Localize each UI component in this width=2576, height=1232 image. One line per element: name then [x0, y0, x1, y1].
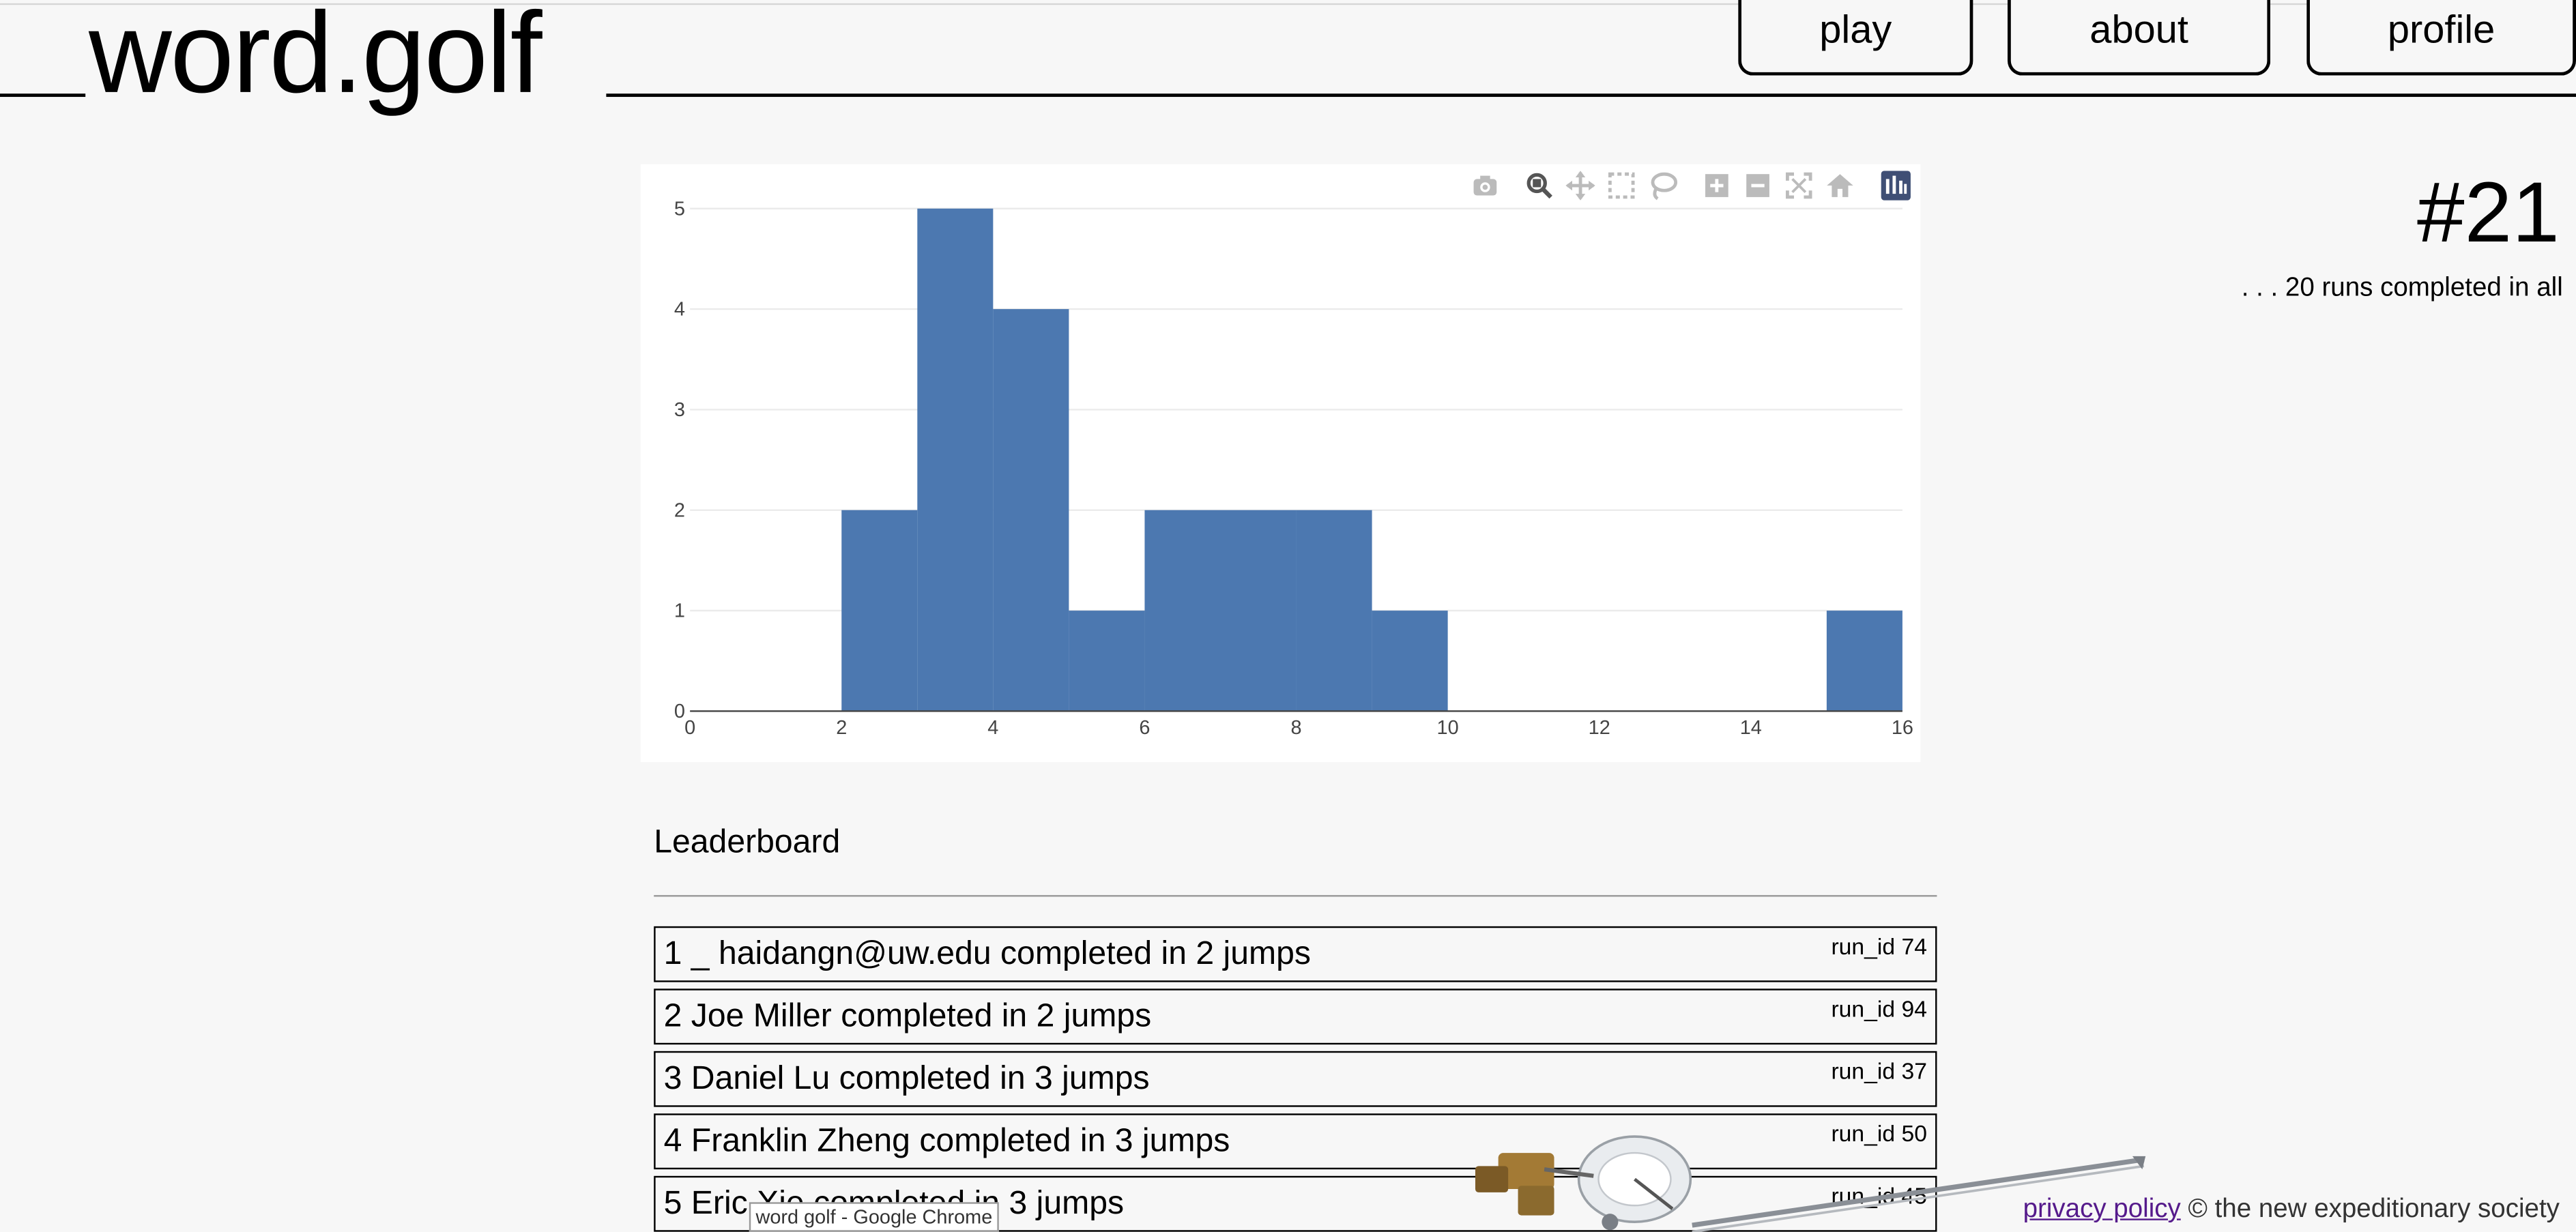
histogram-bar[interactable] — [1826, 611, 1902, 712]
header-rule-right — [606, 93, 2576, 98]
leaderboard-row[interactable]: 4 Franklin Zheng completed in 3 jumps ru… — [654, 1113, 1937, 1170]
y-tick-label: 2 — [674, 499, 685, 521]
histogram-bar[interactable] — [993, 309, 1069, 712]
leaderboard-entry-text: 3 Daniel Lu completed in 3 jumps — [663, 1061, 1150, 1098]
leaderboard-entry-text: 1 _ haidangn@uw.edu completed in 2 jumps — [663, 936, 1311, 973]
leaderboard-row[interactable]: 3 Daniel Lu completed in 3 jumps run_id … — [654, 1051, 1937, 1107]
chart-modebar — [641, 164, 1920, 207]
zoom-icon[interactable] — [1524, 171, 1554, 200]
leaderboard-entry-text: 4 Franklin Zheng completed in 3 jumps — [663, 1123, 1230, 1160]
leaderboard-row[interactable]: 1 _ haidangn@uw.edu completed in 2 jumps… — [654, 926, 1937, 982]
reset-axes-icon[interactable] — [1825, 171, 1855, 200]
privacy-policy-link[interactable]: privacy policy — [2023, 1195, 2181, 1224]
zoom-in-icon[interactable] — [1702, 171, 1731, 200]
y-tick-label: 4 — [674, 299, 685, 321]
zoom-out-icon[interactable] — [1743, 171, 1772, 200]
y-tick-label: 3 — [674, 399, 685, 421]
histogram-bar[interactable] — [1372, 611, 1448, 712]
x-tick-label: 14 — [1740, 717, 1762, 739]
window-title-tooltip: word golf - Google Chrome — [749, 1202, 999, 1232]
leaderboard-run-id: run_id 37 — [1831, 1057, 1928, 1084]
histogram-bar[interactable] — [841, 510, 918, 712]
spacecraft-illustration — [1475, 1135, 2146, 1232]
pan-icon[interactable] — [1565, 171, 1595, 201]
leaderboard-run-id: run_id 74 — [1831, 933, 1928, 959]
plotly-logo-icon[interactable] — [1881, 171, 1911, 201]
jumps-histogram[interactable]: 0 1 2 3 4 5 0 2 4 6 8 10 12 14 16 — [640, 164, 1921, 763]
leaderboard-title: Leaderboard — [654, 824, 841, 861]
leaderboard-run-id: run_id 94 — [1831, 995, 1928, 1022]
footer: privacy policy © the new expeditionary s… — [2023, 1194, 2560, 1227]
y-tick-label: 1 — [674, 600, 685, 622]
histogram-bar[interactable] — [1144, 510, 1221, 712]
x-tick-label: 16 — [1892, 717, 1913, 739]
x-tick-label: 12 — [1589, 717, 1610, 739]
histogram-bar[interactable] — [1296, 510, 1372, 712]
nav-profile-button[interactable]: profile — [2306, 0, 2576, 76]
copyright-text: © the new expeditionary society — [2188, 1195, 2560, 1224]
runs-completed-note: . . . 20 runs completed in all — [2241, 274, 2563, 302]
histogram-bar[interactable] — [1069, 611, 1145, 712]
leaderboard-run-id: run_id 50 — [1831, 1119, 1928, 1147]
camera-icon[interactable] — [1471, 171, 1500, 200]
y-tick-label: 0 — [674, 701, 685, 722]
x-tick-label: 6 — [1139, 717, 1150, 739]
x-tick-label: 4 — [987, 717, 998, 739]
autoscale-icon[interactable] — [1784, 171, 1814, 200]
leaderboard-entry-text: 2 Joe Miller completed in 2 jumps — [663, 998, 1152, 1035]
x-tick-label: 2 — [836, 717, 847, 739]
puzzle-number: #21 — [2417, 166, 2560, 261]
top-border — [0, 3, 2576, 5]
histogram-bar[interactable] — [917, 208, 994, 712]
x-tick-label: 0 — [684, 717, 695, 739]
nav-play-button[interactable]: play — [1738, 0, 1973, 76]
site-logo[interactable]: word.golf — [89, 0, 542, 117]
lasso-icon[interactable] — [1648, 171, 1678, 201]
leaderboard-divider — [654, 895, 1937, 897]
header-rule-left — [0, 93, 86, 98]
x-tick-label: 10 — [1437, 717, 1459, 739]
y-tick-label: 5 — [674, 198, 685, 220]
histogram-bar[interactable] — [1220, 510, 1297, 712]
x-tick-label: 8 — [1291, 717, 1302, 739]
leaderboard-row[interactable]: 2 Joe Miller completed in 2 jumps run_id… — [654, 988, 1937, 1045]
nav-about-button[interactable]: about — [2008, 0, 2271, 76]
box-select-icon[interactable] — [1607, 171, 1636, 200]
